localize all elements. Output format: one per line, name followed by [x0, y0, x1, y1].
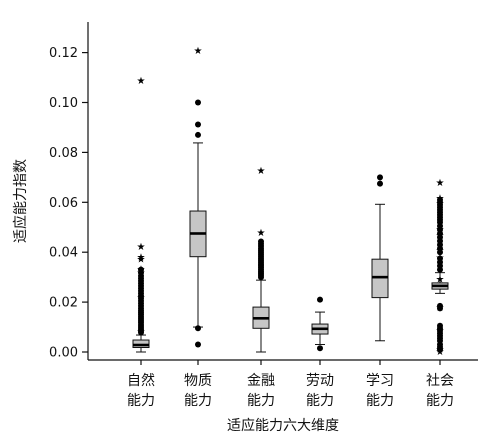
outlier-dot [377, 174, 383, 181]
y-tick-label: 0.02 [49, 296, 78, 311]
outlier-dot [138, 266, 144, 273]
x-category-label-line1: 自然 [127, 372, 155, 389]
extreme-star: ★ [436, 246, 445, 257]
extreme-star: ★ [436, 347, 445, 358]
extreme-star: ★ [436, 193, 445, 204]
extreme-star: ★ [137, 264, 146, 275]
extreme-star: ★ [137, 242, 146, 253]
y-tick-label: 0.00 [49, 346, 78, 361]
extreme-star: ★ [436, 231, 445, 242]
box-group: ★★★★★★★★ [132, 76, 150, 353]
box-group: ★★★★★★★★★★★★ [431, 178, 449, 358]
extreme-star: ★ [137, 327, 146, 338]
outlier-dot [195, 131, 201, 138]
x-category-label-line2: 能力 [366, 393, 394, 409]
x-category-label-line2: 能力 [426, 393, 454, 409]
x-category-label-line2: 能力 [306, 393, 334, 409]
extreme-star: ★ [194, 46, 203, 57]
outlier-dot [377, 180, 383, 187]
y-axis-title: 适应能力指数 [12, 159, 29, 243]
y-tick-label: 0.06 [49, 196, 78, 211]
x-category-label-line2: 能力 [247, 393, 275, 409]
extreme-star: ★ [436, 224, 445, 235]
extreme-star: ★ [436, 303, 445, 314]
y-tick-label: 0.08 [49, 146, 78, 161]
extreme-star: ★ [257, 166, 266, 177]
y-tick-label: 0.10 [49, 96, 78, 111]
y-ticks: 0.00 0.02 0.04 0.06 0.08 0.10 0.12 [49, 46, 88, 361]
boxes: ★★★★★★★★★★★★★★★★★★★★★★★ [132, 46, 449, 358]
outlier-dot [437, 255, 443, 262]
extreme-star: ★ [436, 253, 445, 264]
extreme-star: ★ [257, 228, 266, 239]
y-tick-label: 0.04 [49, 246, 78, 261]
extreme-star: ★ [137, 293, 146, 304]
axes [87, 22, 478, 361]
outlier-dot [258, 238, 264, 245]
outlier-dot [437, 302, 443, 309]
x-category-label-line1: 学习 [366, 373, 394, 389]
outlier-dot [437, 196, 443, 203]
outlier-dot [317, 345, 323, 352]
x-category-label-line1: 物质 [184, 373, 212, 389]
x-category-label-line1: 金融 [247, 373, 275, 389]
outlier-dot [437, 322, 443, 329]
x-category-label-line2: 能力 [184, 393, 212, 409]
extreme-star: ★ [137, 76, 146, 87]
outlier-dot [195, 325, 201, 332]
outlier-dot [195, 121, 201, 128]
outlier-dot [195, 341, 201, 348]
outlier-dot [317, 296, 323, 303]
box-group [311, 296, 329, 352]
extreme-star: ★ [436, 198, 445, 209]
box-group: ★★ [252, 166, 270, 353]
extreme-star: ★ [137, 252, 146, 263]
box-group: ★ [189, 46, 207, 348]
x-category-label-line1: 劳动 [306, 373, 334, 389]
y-tick-label: 0.12 [49, 46, 78, 61]
x-category-label-line2: 能力 [127, 393, 155, 409]
extreme-star: ★ [436, 178, 445, 189]
extreme-star: ★ [436, 326, 445, 337]
x-category-label-line1: 社会 [426, 373, 454, 389]
extreme-star: ★ [137, 268, 146, 279]
box-group [371, 174, 389, 342]
extreme-star: ★ [137, 254, 146, 265]
outlier-dot [195, 99, 201, 106]
extreme-star: ★ [436, 274, 445, 285]
extreme-star: ★ [436, 344, 445, 355]
x-axis-title: 适应能力六大维度 [227, 417, 339, 434]
